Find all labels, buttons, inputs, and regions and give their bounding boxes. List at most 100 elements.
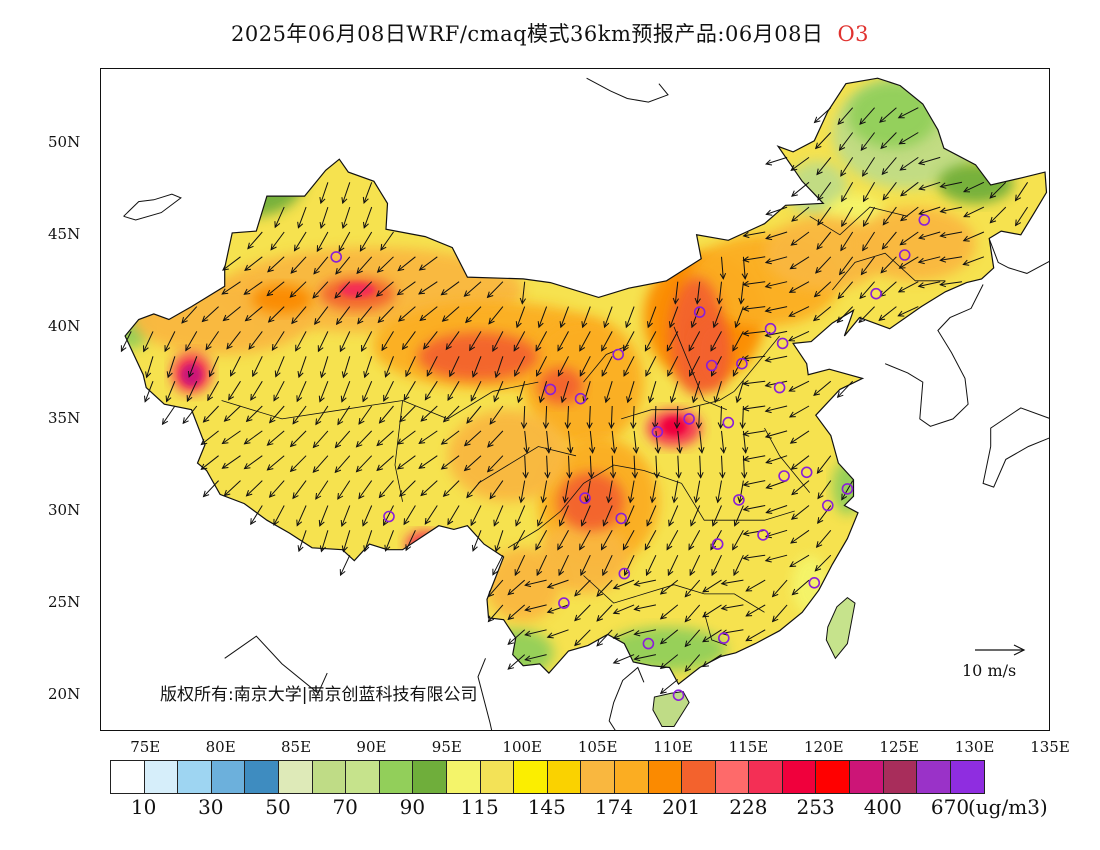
wind-arrow [649, 480, 657, 504]
wind-arrow [917, 281, 941, 289]
wind-arrow [659, 654, 679, 670]
wind-arrow [447, 380, 460, 402]
province-border [809, 206, 908, 236]
wind-arrow [684, 579, 701, 598]
wind-arrow [361, 331, 373, 352]
wind-arrow [442, 480, 460, 497]
wind-arrow [289, 430, 307, 448]
wind-arrow [742, 256, 766, 263]
wind-arrow [466, 405, 482, 424]
wind-arrow [694, 281, 701, 305]
wind-arrow [702, 629, 722, 643]
monitoring-station-marker [651, 425, 664, 438]
wind-arrow [764, 355, 788, 363]
wind-arrow [742, 529, 766, 537]
wind-arrow [626, 381, 635, 404]
wind-arrow [381, 331, 394, 352]
wind-arrow [1015, 206, 1029, 227]
wind-arrow [676, 430, 683, 454]
province-border [733, 335, 780, 392]
wind-arrow [645, 554, 657, 577]
wind-arrow [377, 306, 394, 324]
colorbar-swatch [816, 761, 851, 793]
title-species: O3 [837, 22, 870, 46]
colorbar-swatch [312, 761, 347, 793]
wind-arrow [764, 281, 788, 289]
wind-arrow [790, 455, 810, 470]
lon-label: 110E [653, 738, 693, 756]
wind-arrow [271, 331, 285, 351]
wind-arrow [612, 604, 635, 615]
lon-label: 95E [431, 738, 462, 756]
wind-arrow [546, 579, 569, 589]
wind-arrow [489, 405, 504, 425]
wind-arrow [289, 455, 307, 473]
province-border [673, 326, 727, 411]
wind-arrow [689, 356, 701, 377]
wind-arrow [688, 530, 701, 551]
wind-arrow [207, 380, 220, 402]
wind-arrow [684, 604, 701, 623]
colorbar-swatch [917, 761, 951, 793]
colorbar-swatch [144, 761, 179, 793]
wind-arrow [267, 306, 285, 323]
wind-arrow [222, 256, 241, 271]
monitoring-station-marker [841, 483, 854, 495]
wind-reference-arrow [975, 644, 1026, 656]
wind-arrow [340, 505, 351, 528]
wind-arrow [562, 480, 569, 504]
province-border [831, 252, 946, 291]
wind-arrow [841, 206, 854, 228]
wind-arrow [814, 132, 832, 150]
wind-arrow [493, 505, 504, 527]
wind-arrow [840, 231, 854, 252]
wind-arrow [339, 331, 351, 353]
wind-arrow [737, 480, 744, 504]
monitoring-station-marker [776, 337, 789, 350]
wind-arrow [291, 306, 307, 325]
wind-arrow [858, 306, 875, 324]
wind-arrow [735, 381, 744, 404]
wind-arrow [860, 256, 876, 276]
wind-arrow [470, 505, 482, 527]
wind-arrow [515, 306, 526, 329]
wind-arrow [418, 430, 438, 445]
colorbar-swatch [782, 761, 817, 793]
title-main: 2025年06月08日WRF/cmaq模式36km预报产品:06月08日 [230, 22, 824, 46]
wind-arrow [466, 480, 482, 499]
wind-arrow [671, 480, 679, 504]
wind-arrow [243, 455, 263, 470]
wind-arrow [295, 331, 307, 352]
wind-arrow [720, 579, 744, 586]
wind-arrow [838, 132, 854, 151]
wind-arrow [185, 331, 198, 352]
wind-arrow [471, 356, 482, 378]
wind-arrow [917, 156, 941, 166]
wind-arrow [644, 331, 657, 352]
wind-arrow [487, 579, 504, 598]
wind-arrow [742, 280, 766, 288]
wind-arrow [250, 380, 263, 401]
wind-arrow [538, 381, 548, 404]
wind-arrow [625, 306, 635, 329]
wind-arrow [840, 157, 854, 177]
wind-arrow [536, 356, 548, 377]
wind-arrow [403, 380, 416, 402]
wind-arrow [622, 530, 635, 551]
wind-arrow [764, 529, 788, 539]
wind-arrow [165, 381, 176, 403]
monitoring-station-marker [615, 512, 628, 525]
wind-arrow [859, 281, 875, 300]
wind-arrow [742, 380, 766, 387]
lon-label: 125E [879, 738, 919, 756]
lat-label: 50N [48, 132, 81, 151]
wind-arrow [378, 405, 394, 424]
wind-arrow [765, 505, 788, 514]
wind-arrow [816, 231, 832, 250]
wind-arrow [574, 579, 591, 597]
wind-vectors [120, 107, 1029, 695]
wind-arrow [645, 356, 657, 377]
wind-arrow [764, 554, 788, 563]
wind-arrow [296, 380, 307, 403]
wind-arrow [666, 530, 679, 551]
